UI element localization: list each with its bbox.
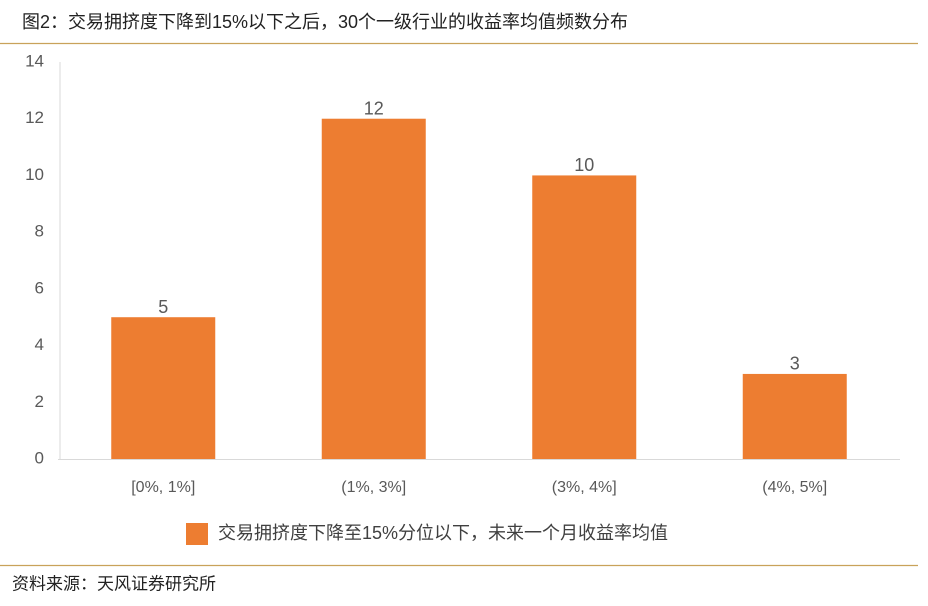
y-tick-label: 6 (35, 278, 44, 297)
x-tick-label: [0%, 1%] (131, 479, 195, 496)
data-label: 5 (158, 297, 168, 317)
y-tick-label: 10 (25, 165, 44, 184)
y-tick-label: 8 (35, 222, 44, 241)
bar (742, 373, 847, 459)
legend-label: 交易拥挤度下降至15%分位以下，未来一个月收益率均值 (218, 523, 668, 543)
y-tick-label: 14 (25, 51, 44, 70)
bar (321, 118, 426, 459)
data-label: 10 (574, 155, 594, 175)
x-tick-label: (1%, 3%] (341, 479, 406, 496)
bar (532, 175, 637, 459)
x-tick-label: (4%, 5%] (762, 479, 827, 496)
y-tick-label: 2 (35, 392, 44, 411)
source: 资料来源：天风证券研究所 (12, 574, 216, 593)
chart-title: 图2：交易拥挤度下降到15%以下之后，30个一级行业的收益率均值频数分布 (22, 12, 628, 32)
data-label: 3 (790, 354, 800, 374)
y-tick-label: 0 (35, 448, 44, 467)
bar (111, 317, 216, 459)
x-tick-label: (3%, 4%] (552, 479, 617, 496)
y-tick-label: 4 (35, 335, 44, 354)
legend-swatch (186, 523, 208, 545)
data-label: 12 (364, 98, 384, 118)
y-tick-label: 12 (25, 108, 44, 127)
